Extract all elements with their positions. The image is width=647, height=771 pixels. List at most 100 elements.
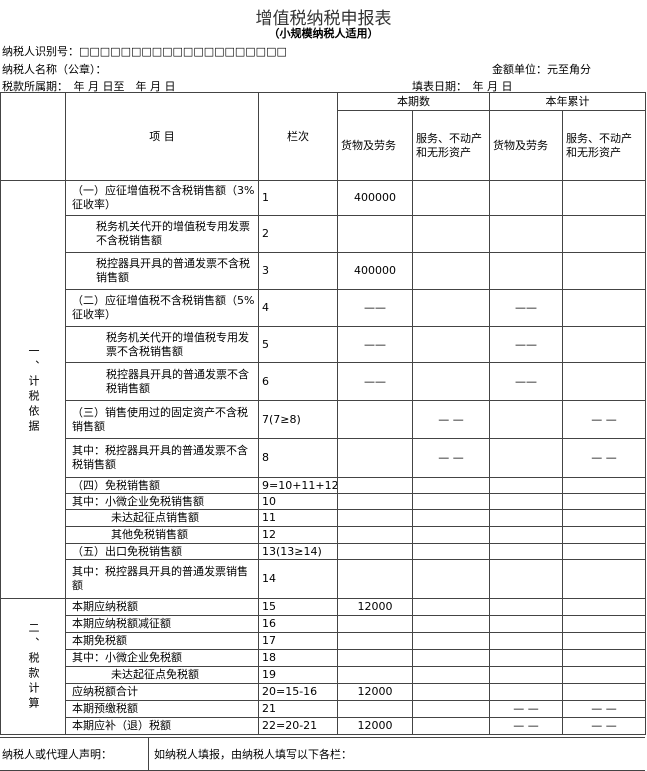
- amount: [562, 180, 646, 216]
- line-no: 3: [258, 252, 338, 290]
- row: 本期免税额 17: [1, 632, 646, 650]
- amount: [562, 683, 646, 701]
- fill-date: 填表日期： 年 月 日: [412, 80, 513, 93]
- col-line: 栏次: [258, 92, 338, 181]
- amount: [489, 615, 563, 633]
- amount: — —: [562, 700, 646, 718]
- unit: 金额单位：元至角分: [492, 63, 591, 76]
- amount: [562, 632, 646, 650]
- amount: [337, 526, 413, 544]
- amount: [337, 615, 413, 633]
- taxpayer-name: 纳税人名称（公章）：: [2, 63, 107, 76]
- line-no: 16: [258, 615, 338, 633]
- amount: [562, 477, 646, 494]
- line-no: 19: [258, 666, 338, 684]
- col-item: 项 目: [65, 92, 259, 181]
- item: （一）应征增值税不含税销售额（3%征收率）: [65, 180, 259, 216]
- subtitle: （小规模纳税人适用）: [268, 27, 379, 40]
- line-no: 14: [258, 559, 338, 599]
- line-no: 9=10+11+12: [258, 477, 338, 494]
- note: 如纳税人填报，由纳税人填写以下各栏：: [154, 748, 352, 761]
- amount: [337, 215, 413, 253]
- amount: [337, 649, 413, 667]
- amount: — —: [489, 700, 563, 718]
- row: （二）应征增值税不含税销售额（5%征收率） 4 —— ——: [1, 289, 646, 327]
- amount: [562, 666, 646, 684]
- item: 税务机关代开的增值税专用发票不含税销售额: [65, 326, 259, 363]
- divider: [148, 738, 149, 770]
- line-no: 6: [258, 362, 338, 401]
- section-label: 二、税款计算: [0, 598, 66, 735]
- amount: [412, 649, 490, 667]
- amount: [489, 632, 563, 650]
- amount: [412, 559, 490, 599]
- amount: [489, 400, 563, 439]
- goods-header: 货物及劳务: [489, 110, 563, 181]
- period: 税款所属期： 年 月 日至 年 月 日: [2, 80, 176, 93]
- line-no: 8: [258, 438, 338, 478]
- amount: [489, 649, 563, 667]
- row: 其中：税控器具开具的普通发票不含税销售额 8 — — — —: [1, 438, 646, 478]
- amount: [412, 615, 490, 633]
- amount: [562, 526, 646, 544]
- amount: [562, 649, 646, 667]
- amount: — —: [562, 438, 646, 478]
- amount: [489, 477, 563, 494]
- goods-header: 货物及劳务: [337, 110, 413, 181]
- amount: 12000: [337, 598, 413, 616]
- amount: [412, 289, 490, 327]
- row: （四）免税销售额 9=10+11+12: [1, 477, 646, 494]
- amount: [412, 700, 490, 718]
- amount: [412, 666, 490, 684]
- amount: [412, 180, 490, 216]
- item: 其中：小微企业免税额: [65, 649, 259, 667]
- amount: [337, 543, 413, 560]
- amount: [337, 400, 413, 439]
- tax-table: 项 目 栏次 本期数 本年累计 货物及劳务 服务、不动产和无形资产 货物及劳务 …: [0, 92, 646, 735]
- amount: [412, 683, 490, 701]
- amount: ——: [337, 326, 413, 363]
- row: 本期应补（退）税额 22=20-21 12000 — — — —: [1, 717, 646, 735]
- amount: [562, 598, 646, 616]
- line-no: 12: [258, 526, 338, 544]
- item: 本期应纳税额: [65, 598, 259, 616]
- row: 未达起征点销售额 11: [1, 509, 646, 527]
- amount: [489, 666, 563, 684]
- item: 其中：小微企业免税销售额: [65, 493, 259, 510]
- row: 一、计税依据 （一）应征增值税不含税销售额（3%征收率） 1 400000: [0, 180, 646, 599]
- amount: 12000: [337, 683, 413, 701]
- amount: [562, 215, 646, 253]
- amount: [489, 180, 563, 216]
- title: 增值税纳税申报表: [255, 9, 392, 29]
- amount: [489, 215, 563, 253]
- amount: — —: [412, 438, 490, 478]
- amount: [562, 362, 646, 401]
- amount: [337, 438, 413, 478]
- amount: [412, 252, 490, 290]
- amount: [489, 598, 563, 616]
- row: 二、税款计算 本期应纳税额 15 12000: [0, 598, 646, 735]
- item: 未达起征点免税额: [65, 666, 259, 684]
- amount: [412, 509, 490, 527]
- amount: [562, 289, 646, 327]
- amount: ——: [489, 362, 563, 401]
- line-no: 18: [258, 649, 338, 667]
- amount: 12000: [337, 717, 413, 735]
- line-no: 22=20-21: [258, 717, 338, 735]
- item: （三）销售使用过的固定资产不含税销售额: [65, 400, 259, 439]
- amount: [489, 683, 563, 701]
- item: 未达起征点销售额: [65, 509, 259, 527]
- line-no: 15: [258, 598, 338, 616]
- amount: [562, 326, 646, 363]
- item: 税务机关代开的增值税专用发票不含税销售额: [65, 215, 259, 253]
- line-no: 7(7≥8): [258, 400, 338, 439]
- row: 未达起征点免税额 19: [1, 666, 646, 684]
- row: 税务机关代开的增值税专用发票不含税销售额 5 —— ——: [1, 326, 646, 363]
- amount: [412, 526, 490, 544]
- amount: [337, 559, 413, 599]
- row: 其中：小微企业免税额 18: [1, 649, 646, 667]
- item: 本期预缴税额: [65, 700, 259, 718]
- amount: [412, 493, 490, 510]
- amount: [412, 362, 490, 401]
- amount: [412, 717, 490, 735]
